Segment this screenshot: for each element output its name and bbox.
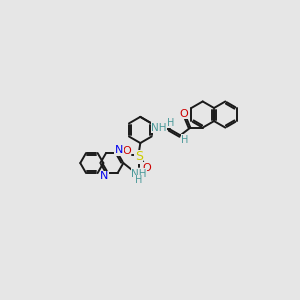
Text: H: H: [167, 118, 174, 128]
Text: H: H: [135, 175, 142, 185]
Text: N: N: [115, 145, 123, 155]
Text: NH: NH: [131, 169, 146, 179]
Text: H: H: [181, 135, 189, 145]
Text: S: S: [135, 150, 143, 164]
Text: N: N: [100, 171, 109, 181]
Text: NH: NH: [151, 123, 167, 133]
Text: O: O: [143, 163, 152, 173]
Text: O: O: [122, 146, 131, 157]
Text: O: O: [180, 109, 189, 119]
